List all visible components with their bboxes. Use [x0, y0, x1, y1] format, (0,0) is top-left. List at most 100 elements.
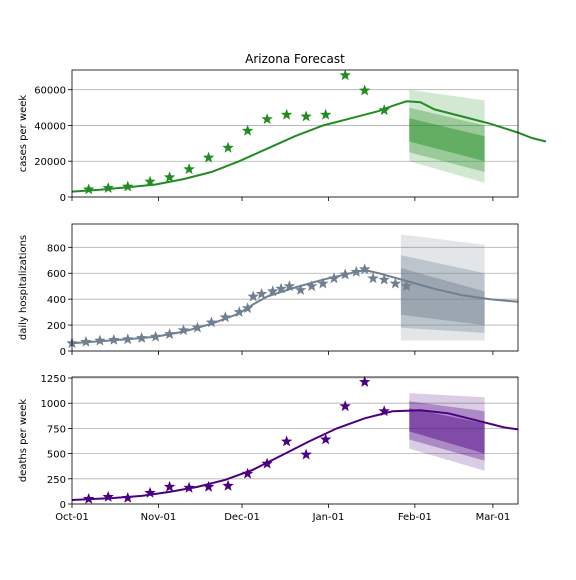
- forecast-band-middle: [400, 255, 485, 333]
- y-tick-label: 800: [47, 243, 66, 254]
- observed-point: [378, 405, 390, 417]
- observed-point: [280, 108, 293, 120]
- observed-point: [294, 284, 307, 295]
- observed-point: [400, 280, 413, 292]
- observed-point: [378, 104, 390, 116]
- observed-point: [163, 171, 176, 183]
- observed-point: [283, 280, 296, 292]
- observed-point: [83, 183, 95, 195]
- y-axis-label: deaths per week: [18, 399, 29, 483]
- observed-point: [241, 302, 254, 314]
- observed-point: [317, 277, 329, 289]
- plot-frame: [71, 376, 519, 505]
- observed-point: [300, 110, 312, 122]
- forecast-band-middle: [409, 107, 485, 172]
- forecast-band-outer: [409, 393, 485, 471]
- observed-point: [222, 479, 234, 491]
- observed-point: [359, 376, 371, 387]
- observed-point: [275, 282, 287, 294]
- observed-point: [261, 113, 273, 124]
- y-tick-label: 40000: [34, 121, 66, 132]
- plot-frame: [71, 223, 519, 352]
- plot-frame: [71, 69, 519, 198]
- y-tick-label: 1250: [41, 374, 66, 385]
- observed-point: [328, 272, 340, 284]
- model-line: [71, 409, 519, 501]
- y-axis-label: daily hospitalizations: [18, 235, 29, 340]
- observed-point: [247, 290, 259, 302]
- observed-point: [163, 328, 176, 339]
- observed-point: [359, 263, 371, 275]
- observed-point: [122, 333, 134, 345]
- observed-point: [183, 163, 195, 175]
- observed-point: [149, 330, 162, 342]
- y-tick-label: 0: [60, 500, 66, 511]
- observed-point: [350, 265, 362, 277]
- forecast-band-inner: [409, 408, 485, 454]
- observed-point: [122, 180, 134, 192]
- forecast-band-outer: [400, 234, 485, 341]
- x-tick-label: Nov-01: [141, 512, 177, 523]
- observed-point: [339, 69, 351, 81]
- y-tick-label: 250: [47, 475, 66, 486]
- observed-point: [241, 467, 254, 479]
- observed-point: [83, 493, 95, 504]
- panel-2: 0 200 400 600 800 daily hospitalizations: [18, 223, 519, 358]
- y-tick-label: 600: [47, 269, 66, 280]
- observed-point: [222, 141, 234, 153]
- x-tick-label: Mar-01: [476, 512, 511, 523]
- observed-point: [306, 280, 318, 292]
- observed-point: [191, 321, 204, 333]
- y-tick-label: 500: [47, 450, 66, 461]
- forecast-band-inner: [400, 268, 485, 326]
- observed-point: [359, 84, 371, 96]
- observed-point: [102, 490, 114, 502]
- observed-point: [339, 268, 351, 280]
- forecast-band-middle: [409, 401, 485, 461]
- observed-point: [163, 480, 176, 492]
- observed-point: [280, 435, 293, 447]
- observed-point: [102, 182, 114, 193]
- observed-point: [108, 334, 120, 345]
- observed-point: [233, 306, 245, 317]
- observed-point: [241, 124, 254, 136]
- y-tick-label: 0: [60, 347, 66, 358]
- x-tick-label: Dec-01: [224, 512, 260, 523]
- forecast-band-outer: [409, 89, 485, 183]
- observed-point: [378, 273, 390, 285]
- observed-point: [389, 277, 402, 289]
- y-tick-label: 1000: [41, 399, 66, 410]
- observed-point: [122, 492, 134, 503]
- model-line: [71, 100, 547, 193]
- observed-point: [367, 272, 379, 284]
- panel-3: 0 250 500 750 1000 1250 Oct-01 Nov-01 Dec-01 Jan-…: [18, 374, 519, 523]
- x-tick-label: Jan-01: [312, 512, 345, 523]
- y-tick-label: 200: [47, 321, 66, 332]
- observed-point: [339, 400, 351, 412]
- panel-1: 0 20000 40000 60000 cases per week: [18, 69, 547, 204]
- observed-point: [202, 480, 215, 492]
- observed-point: [320, 433, 332, 445]
- y-tick-label: 0: [60, 193, 66, 204]
- figure-title: Arizona Forecast: [245, 52, 345, 66]
- y-tick-label: 60000: [34, 86, 66, 97]
- observed-point: [144, 486, 156, 498]
- observed-point: [202, 151, 215, 163]
- observed-point: [94, 334, 106, 346]
- observed-point: [177, 324, 190, 336]
- observed-point: [219, 311, 231, 323]
- y-tick-label: 400: [47, 295, 66, 306]
- x-tick-label: Feb-01: [398, 512, 432, 523]
- observed-point: [320, 108, 332, 120]
- observed-point: [144, 175, 156, 187]
- observed-point: [80, 335, 92, 347]
- y-tick-label: 750: [47, 424, 66, 435]
- observed-point: [255, 288, 268, 299]
- forecast-band-inner: [409, 118, 485, 162]
- observed-point: [300, 448, 312, 460]
- x-tick-label: Oct-01: [55, 512, 89, 523]
- y-axis-label: cases per week: [18, 95, 29, 173]
- observed-point: [261, 457, 273, 469]
- observed-point: [205, 316, 218, 328]
